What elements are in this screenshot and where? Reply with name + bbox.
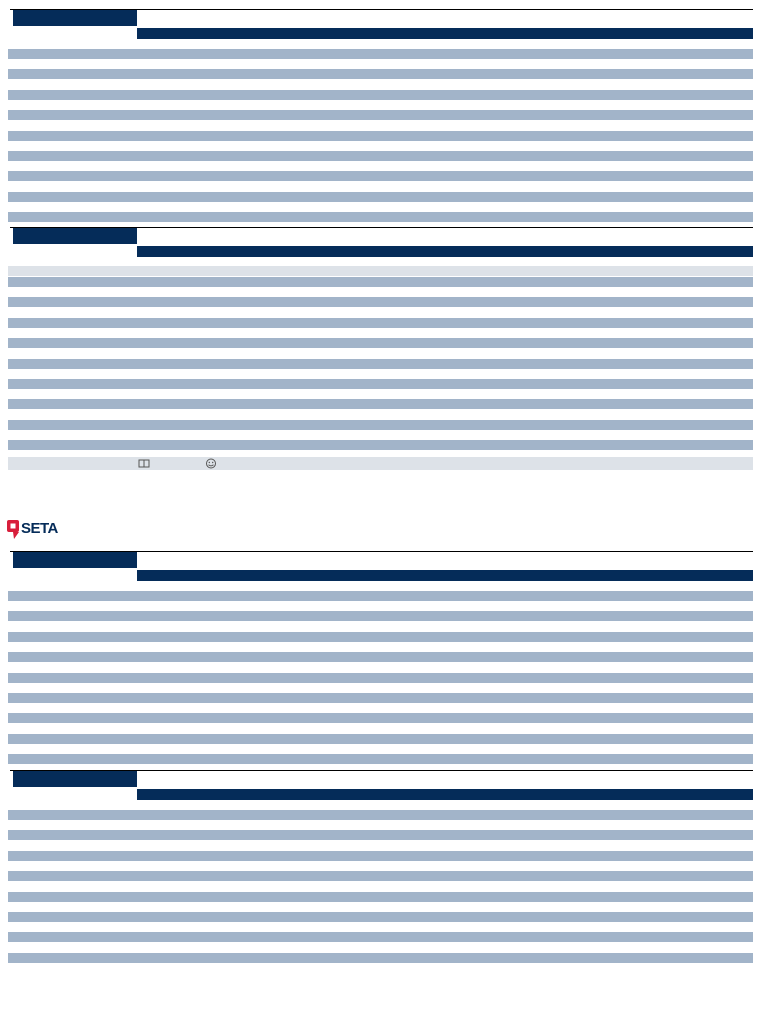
section-rule bbox=[10, 227, 753, 228]
table-row bbox=[8, 338, 753, 348]
logo-text: SETA bbox=[21, 520, 58, 537]
toolbar[interactable] bbox=[8, 457, 753, 470]
table-row bbox=[8, 359, 753, 369]
table-row bbox=[8, 611, 753, 621]
logo-mark bbox=[7, 520, 19, 539]
section-header-bar bbox=[137, 789, 753, 800]
table-row bbox=[8, 131, 753, 141]
section-header-bar bbox=[137, 28, 753, 39]
table-row bbox=[8, 632, 753, 642]
table-row bbox=[8, 734, 753, 744]
smiley-icon[interactable] bbox=[205, 458, 217, 469]
table-row bbox=[8, 892, 753, 902]
table-row bbox=[8, 171, 753, 181]
table-row bbox=[8, 810, 753, 820]
table-row bbox=[8, 266, 753, 276]
table-row bbox=[8, 932, 753, 942]
table-row bbox=[8, 713, 753, 723]
table-row bbox=[8, 69, 753, 79]
table-row bbox=[8, 851, 753, 861]
table-row bbox=[8, 49, 753, 59]
section-header-bar bbox=[137, 570, 753, 581]
table-row bbox=[8, 212, 753, 222]
table-row bbox=[8, 693, 753, 703]
section-tab bbox=[13, 771, 137, 787]
section-tab bbox=[13, 552, 137, 568]
table-row bbox=[8, 652, 753, 662]
table-row bbox=[8, 420, 753, 430]
table-row bbox=[8, 90, 753, 100]
logo[interactable]: SETA bbox=[7, 519, 58, 541]
table-row bbox=[8, 673, 753, 683]
table-row bbox=[8, 399, 753, 409]
table-row bbox=[8, 297, 753, 307]
table-row bbox=[8, 192, 753, 202]
section-rule bbox=[10, 551, 753, 552]
section-tab bbox=[13, 228, 137, 244]
table-row bbox=[8, 953, 753, 963]
book-icon[interactable] bbox=[138, 458, 150, 469]
section-tab bbox=[13, 10, 137, 26]
table-row bbox=[8, 440, 753, 450]
table-row bbox=[8, 912, 753, 922]
table-row bbox=[8, 318, 753, 328]
section-rule bbox=[10, 9, 753, 10]
section-header-bar bbox=[137, 246, 753, 257]
table-row bbox=[8, 110, 753, 120]
table-row bbox=[8, 151, 753, 161]
section-rule bbox=[10, 770, 753, 771]
table-row bbox=[8, 591, 753, 601]
table-row bbox=[8, 871, 753, 881]
table-row bbox=[8, 277, 753, 287]
table-row bbox=[8, 830, 753, 840]
table-row bbox=[8, 379, 753, 389]
table-row bbox=[8, 754, 753, 764]
